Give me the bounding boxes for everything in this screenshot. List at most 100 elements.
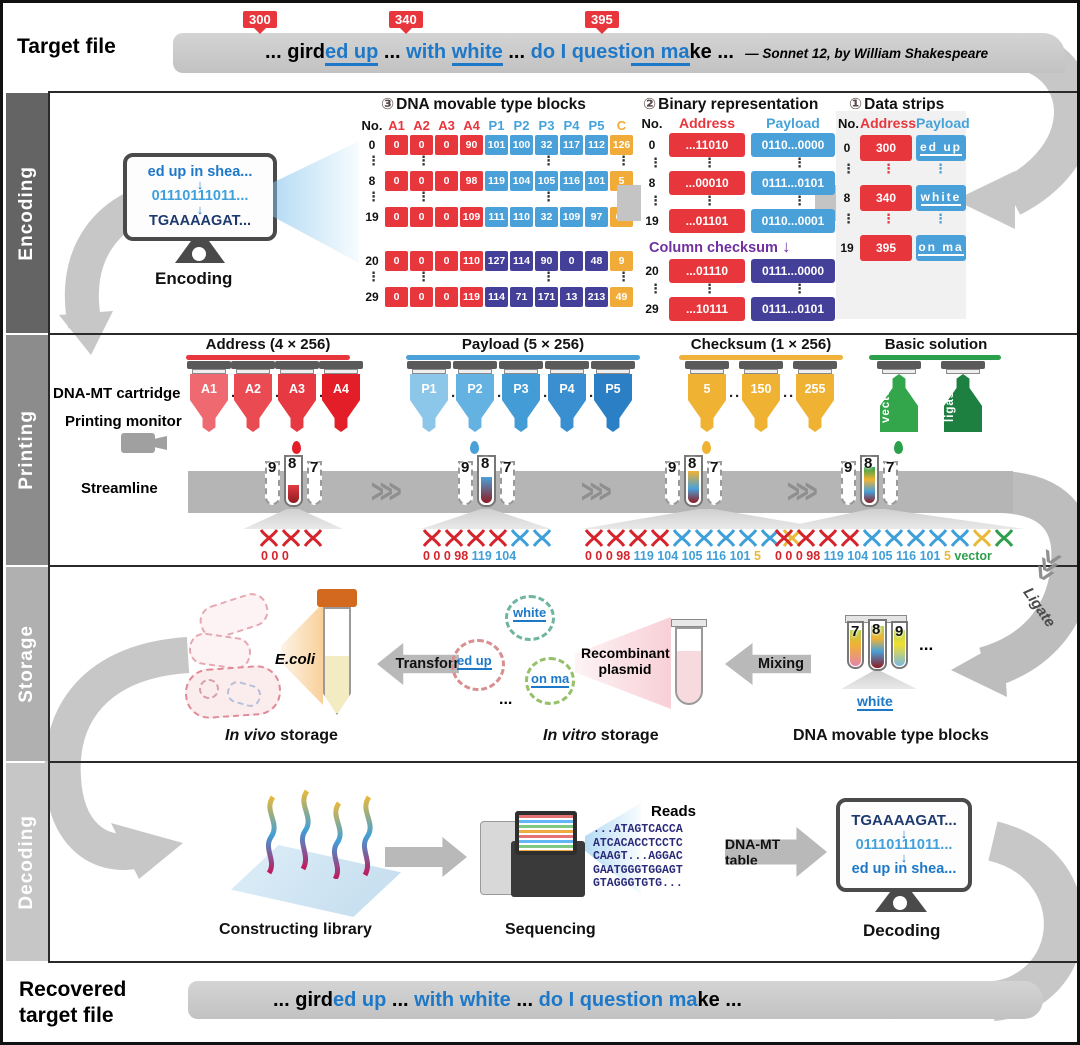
dna-helix-icon — [628, 529, 648, 547]
binary-row-0: 0 ...11010 0110...0000 — [641, 133, 835, 157]
dots-row: ⋮⋮⋮⋮ — [367, 190, 630, 205]
cartridge-cap — [739, 361, 783, 369]
curve-storage-to-decoding — [44, 637, 190, 870]
ligate-label: Ligate — [1019, 584, 1059, 631]
address-tag-300: 300 — [243, 11, 277, 34]
streamline-label: Streamline — [81, 480, 158, 497]
divider-printing-storage — [48, 565, 1077, 567]
cartridge-rim — [192, 369, 226, 374]
in-vitro-italic: In vitro — [543, 727, 597, 744]
blocks-row-0: 0 0 0 0 90 101 100 32 117 112 126 — [361, 135, 633, 155]
cartridge-a2: A2 — [231, 361, 275, 432]
ecoli-cell-icon — [187, 630, 253, 672]
tube-number: 9 — [895, 623, 904, 640]
tube-dashed — [707, 461, 722, 505]
tube-number: 8 — [864, 455, 873, 472]
row-no: 19 — [645, 214, 659, 228]
tube-number: 9 — [668, 459, 677, 476]
cartridge-a4: A4 — [319, 361, 363, 432]
plasmid-ed-up-icon — [451, 639, 505, 691]
dna-helix-icon — [694, 529, 714, 547]
payload-cell: white — [916, 185, 966, 211]
cartridge-p5: P5 — [591, 361, 635, 432]
address-cell: ...00010 — [669, 171, 745, 195]
text-do-i-question-ma: do I question ma — [538, 989, 698, 1011]
address-tag-340: 340 — [389, 11, 423, 34]
plasmid-label-on-ma: on ma — [531, 671, 570, 688]
cartridge-label: ligase — [944, 374, 982, 432]
cartridge-label: P1 — [410, 374, 448, 432]
decoding-caption: Decoding — [863, 921, 941, 940]
cell: 116 — [560, 171, 583, 191]
cell: 0 — [385, 287, 408, 307]
blocks-title-text: DNA movable type blocks — [396, 96, 586, 113]
ecoli-label: E.coli — [275, 651, 316, 668]
sidebar-label-decoding: Decoding — [16, 814, 37, 910]
payload-group-bar — [406, 355, 640, 360]
tubes-fan — [841, 671, 917, 689]
payload-cell: 0111...0101 — [751, 297, 835, 321]
tube-solid — [860, 455, 879, 507]
cell: 171 — [535, 287, 558, 307]
droplet-red — [292, 441, 301, 454]
cartridge-rim — [946, 369, 980, 374]
eppendorf-tube — [675, 627, 703, 705]
dna-helix-icon — [738, 529, 758, 547]
cell: 213 — [585, 287, 608, 307]
tube-solid — [284, 455, 303, 507]
station2-numbers: 0 0 0 98 119 104 — [423, 549, 516, 563]
tube-liquid — [871, 626, 884, 668]
vector-label: vector — [954, 549, 992, 563]
strips-header-row: No. Address Payload — [838, 115, 970, 131]
payload-cell: ed up — [916, 135, 966, 161]
tube-number: 7 — [503, 459, 512, 476]
divider-encoding-printing — [48, 333, 1077, 335]
cell: 117 — [560, 135, 583, 155]
cell: 0 — [385, 135, 408, 155]
dots-row: ⋮ ⋮ ⋮ — [649, 156, 806, 171]
cartridge-rim — [798, 369, 832, 374]
cell: 0 — [385, 251, 408, 271]
blocks-row-8: 8 0 0 0 98 119 104 105 116 101 5 — [361, 171, 633, 191]
binary-header-row: No. Address Payload — [641, 115, 835, 131]
address-cell: ...01101 — [669, 209, 745, 233]
cartridge-vector: vector — [877, 361, 921, 432]
cartridge-cap — [319, 361, 363, 369]
cartridge-cap — [793, 361, 837, 369]
cell: 97 — [585, 207, 608, 227]
dots-row: ⋮ ⋮ ⋮ — [649, 282, 806, 297]
cartridge-label: A2 — [234, 374, 272, 432]
text-dots-2: ... — [510, 989, 539, 1011]
blocks-header-row: No. A1 A2 A3 A4 P1 P2 P3 P4 P5 C — [361, 115, 633, 135]
cartridge-rim — [550, 369, 584, 374]
row-no: 29 — [365, 290, 379, 304]
sidebar-label-encoding: Encoding — [16, 165, 37, 261]
col-a2: A2 — [413, 117, 430, 133]
text-white: white — [451, 41, 503, 66]
dots-row: ⋮⋮⋮⋮ — [367, 154, 630, 169]
cartridge-rim — [882, 369, 916, 374]
cell: 90 — [535, 251, 558, 271]
cartridge-cap — [231, 361, 275, 369]
cartridge-p3: P3 — [499, 361, 543, 432]
dna-helix-icon — [281, 529, 301, 547]
dna-helix-icon — [259, 529, 279, 547]
connector-binary-to-blocks — [617, 185, 641, 221]
cartridge-rim — [236, 369, 270, 374]
dots-row: ⋮ ⋮ ⋮ — [842, 212, 947, 227]
cartridge-label: P4 — [548, 374, 586, 432]
text-dots-1: ... — [378, 41, 407, 63]
arrowhead-ligate — [951, 641, 1007, 697]
monitor-beam — [273, 141, 359, 263]
address-cell: ...11010 — [669, 133, 745, 157]
helix-row — [258, 527, 324, 549]
col-p5: P5 — [588, 117, 605, 133]
recombinant-line1: Recombinant — [581, 645, 670, 661]
down-arrow-icon: ↓ — [196, 201, 204, 217]
row-no: 8 — [648, 176, 656, 190]
cell: 0 — [410, 287, 433, 307]
station3-numbers: 0 0 0 98 119 104 105 116 101 5 — [585, 549, 761, 563]
encoding-monitor: ed up in shea... ↓ 01110111011... ↓ TGAA… — [123, 153, 277, 241]
text-on-ma: on ma — [630, 41, 690, 66]
